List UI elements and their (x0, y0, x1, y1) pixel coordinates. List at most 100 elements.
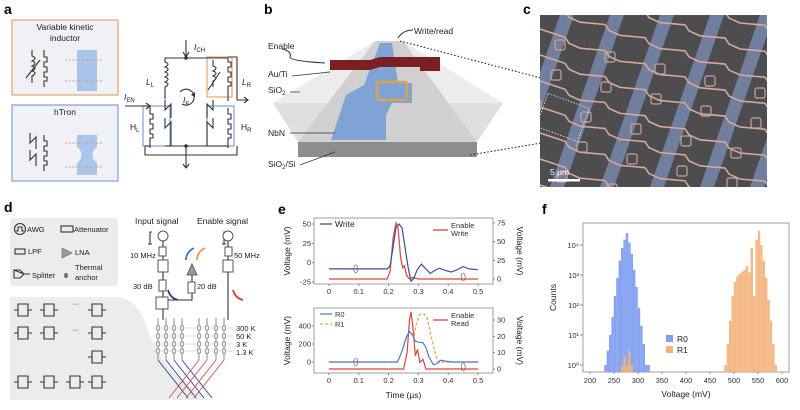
x-tick-label: 0.2 (383, 376, 393, 385)
sem-memory-cell (576, 141, 588, 153)
sem-memory-cell (600, 81, 612, 93)
histogram-bar-r0 (637, 307, 641, 372)
input-lpf-icon (158, 246, 167, 257)
y-right-axis-label: Voltage (mV) (515, 226, 525, 275)
input-splitter-icon (157, 259, 169, 273)
histogram-bar-r1 (753, 296, 756, 372)
stage-3k: 3 K (236, 340, 247, 349)
htron-title: hTron (54, 107, 76, 117)
array-memory-cell (14, 303, 32, 317)
sem-au-ti-line (540, 184, 549, 187)
sem-memory-cell (606, 183, 618, 187)
y-left-tick-label: -25 (300, 278, 311, 287)
x-tick-label: 600 (776, 376, 789, 385)
x-tick-label: 0.4 (443, 376, 453, 385)
vki-title-line2: inductor (50, 33, 80, 43)
nbn-wire-strip (77, 50, 97, 91)
x-tick-label: 0.3 (413, 287, 423, 296)
sem-nbn-stripe (750, 138, 767, 187)
legend-label: R0 (677, 334, 688, 344)
array-memory-cell (14, 326, 32, 340)
sem-memory-cell (556, 171, 568, 183)
histogram-bar-r1 (760, 245, 763, 372)
legend-label: R1 (677, 345, 688, 355)
attenuator-icon (60, 225, 74, 233)
histogram-bar-r0 (604, 365, 607, 372)
scale-bar-label: 5 µm (550, 167, 569, 177)
panel-label-f: f (542, 201, 547, 217)
array-ellipsis-row: ··· (72, 299, 80, 308)
stage-1-3k: 1.3 K (236, 348, 254, 357)
x-tick-label: 400 (680, 376, 693, 385)
sem-au-ti-line (540, 158, 613, 187)
y-left-tick-label: 0 (307, 258, 311, 267)
panel-label-b: b (264, 1, 273, 17)
histogram-bar-r1 (623, 356, 626, 372)
sem-memory-cell (750, 117, 762, 129)
lna-amplifier-icon (186, 262, 198, 276)
legend-label: Enable (451, 221, 474, 230)
y-left-tick-label: 50 (303, 220, 311, 229)
histogram-bar-r1 (762, 260, 765, 372)
y-right-tick-label: 75 (497, 218, 505, 227)
label-sio2: SiO2 (268, 85, 286, 97)
sem-nbn-stripe (650, 15, 724, 187)
histogram-bar-r1 (755, 239, 758, 372)
lna-attenuator-icon (187, 281, 196, 294)
array-memory-cell (14, 375, 32, 389)
histogram-bar-r1 (724, 365, 727, 372)
enable-lpf-icon (224, 246, 233, 257)
sem-memory-cell (754, 87, 766, 99)
legend-label: Read (451, 319, 469, 328)
legend-lna: LNA (75, 248, 90, 257)
histogram-bar-r1 (628, 350, 631, 372)
y-left-axis-label: Voltage (mV) (282, 316, 292, 365)
histogram-bar-r0 (645, 365, 648, 372)
sem-au-ti-line (646, 15, 767, 56)
sem-memory-cell (507, 160, 517, 170)
histogram-bar-r0 (613, 296, 617, 372)
sem-memory-cell (654, 63, 666, 75)
array-feedline (176, 359, 208, 399)
label-nbn: NbN (268, 128, 285, 138)
label-10-mhz: 10 MHz (130, 251, 156, 260)
sem-memory-cell (550, 69, 562, 81)
label-substrate: SiO2/Si (268, 159, 296, 171)
legend-splitter: Splitter (32, 271, 56, 280)
label-i-ch: ICH (194, 42, 205, 54)
enable-splitter-icon (222, 259, 234, 273)
legend-swatch-r1 (666, 346, 673, 353)
histogram-bar-r1 (729, 320, 732, 372)
sem-memory-cell (527, 130, 537, 140)
label-50-mhz: 50 MHz (234, 251, 260, 260)
label-enable: Enable (268, 41, 295, 51)
histogram-bar-r0 (616, 277, 619, 372)
histogram-bar-r1 (621, 365, 624, 372)
input-attenuator-icon (158, 279, 167, 292)
panel-label-a: a (4, 1, 12, 17)
sem-memory-cell (730, 147, 742, 159)
x-tick-label: 0 (327, 376, 331, 385)
plot-frame (313, 217, 494, 285)
sem-memory-cell (700, 105, 712, 117)
y-tick-label: 10⁴ (567, 241, 579, 250)
histogram-bar-r1 (733, 281, 737, 372)
variable-inductor-symbol-icon (25, 50, 48, 87)
input-return-arrow-icon (167, 289, 179, 301)
sem-memory-cell (540, 99, 542, 111)
lna-icon (61, 247, 73, 259)
sem-au-ti-line (540, 0, 780, 10)
x-tick-label: 0.5 (473, 287, 483, 296)
label-enable-signal: Enable signal (197, 216, 248, 226)
histogram-bar-r1 (774, 365, 777, 372)
x-axis-label: Voltage (mV) (661, 389, 710, 399)
thermal-anchor-icon (64, 273, 68, 278)
sem-au-ti-line (540, 80, 767, 160)
y-right-tick-label: 20 (497, 332, 505, 341)
enable-return-arrow-icon (232, 289, 244, 301)
histogram-bar-r1 (748, 272, 751, 372)
histogram-bar-r0 (640, 326, 643, 372)
array-feedline (181, 359, 213, 399)
